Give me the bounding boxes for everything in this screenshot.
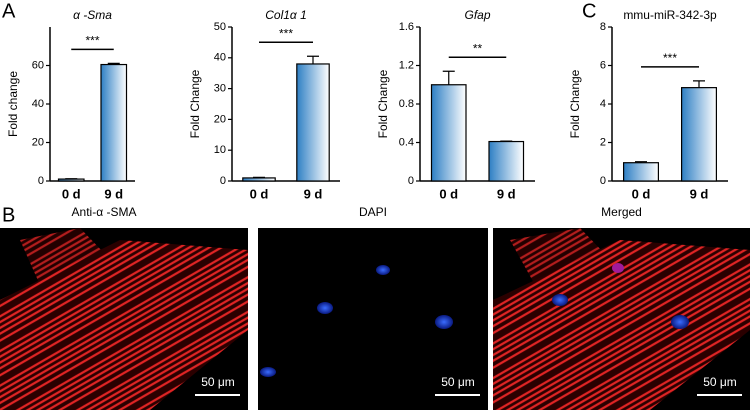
bar	[242, 177, 276, 182]
y-axis-label: Fold Change	[376, 69, 390, 138]
scale-bar-label: 50 μm	[441, 375, 475, 389]
y-tick-label: 0.4	[399, 136, 414, 148]
y-tick-label: 60	[32, 59, 44, 71]
y-tick-label: 20	[32, 136, 44, 148]
scale-bar-label: 50 μm	[201, 375, 235, 389]
y-axis-label: Fold Change	[188, 69, 202, 138]
x-tick-label: 9 d	[304, 186, 323, 201]
error-bar	[307, 55, 319, 64]
x-tick-label: 9 d	[497, 186, 516, 201]
micrograph	[493, 228, 750, 410]
bar	[100, 63, 128, 182]
y-tick-label: 2	[600, 136, 606, 148]
micrograph	[258, 228, 488, 410]
chart-title: Gfap	[464, 8, 490, 22]
y-axis-label: Fold Change	[568, 69, 582, 138]
y-tick-label: 0	[600, 175, 606, 187]
x-tick-label: 0 d	[250, 186, 269, 201]
y-tick-label: 6	[600, 59, 606, 71]
error-bar	[442, 70, 455, 85]
x-tick-label: 0 d	[632, 186, 651, 201]
error-bar	[107, 62, 120, 65]
y-tick-label: 8	[600, 21, 606, 33]
x-tick-label: 0 d	[62, 186, 81, 201]
y-tick-label: 10	[214, 144, 226, 156]
y-tick-label: 0	[408, 175, 414, 187]
bar	[680, 87, 717, 182]
error-bar	[693, 80, 705, 88]
significance-label: ***	[85, 34, 99, 48]
bar	[57, 178, 85, 182]
x-tick-label: 9 d	[104, 186, 123, 201]
panel-label: A	[2, 0, 16, 22]
x-tick-label: 9 d	[690, 186, 709, 201]
y-tick-label: 50	[214, 21, 226, 33]
y-axis-label: Fold change	[6, 71, 20, 137]
error-bar	[635, 161, 647, 163]
y-tick-label: 30	[214, 83, 226, 95]
y-tick-label: 0.8	[399, 98, 414, 110]
image-title: Merged	[601, 205, 642, 219]
significance-label: ***	[279, 26, 293, 40]
y-tick-label: 40	[32, 98, 44, 110]
chart-title: α -Sma	[73, 8, 112, 22]
panel-label: C	[582, 0, 596, 22]
significance-label: ***	[663, 51, 677, 65]
bar	[430, 84, 467, 182]
x-tick-label: 0 d	[439, 186, 458, 201]
bar	[622, 162, 659, 182]
bar	[296, 63, 330, 182]
image-title: Anti-α -SMA	[72, 205, 137, 219]
panel-label: B	[2, 204, 15, 226]
y-tick-label: 0	[38, 175, 44, 187]
y-tick-label: 40	[214, 52, 226, 64]
error-bar	[253, 176, 265, 178]
y-tick-label: 1.2	[399, 59, 414, 71]
significance-label: **	[473, 41, 483, 55]
micrograph	[0, 228, 248, 410]
chart-title: mmu-miR-342-3p	[623, 8, 717, 22]
y-tick-label: 1.6	[399, 21, 414, 33]
y-tick-label: 0	[220, 175, 226, 187]
scale-bar-label: 50 μm	[703, 375, 737, 389]
bar	[488, 140, 525, 182]
y-tick-label: 4	[600, 98, 606, 110]
image-title: DAPI	[359, 205, 387, 219]
chart-title: Col1α 1	[265, 8, 307, 22]
y-tick-label: 20	[214, 113, 226, 125]
